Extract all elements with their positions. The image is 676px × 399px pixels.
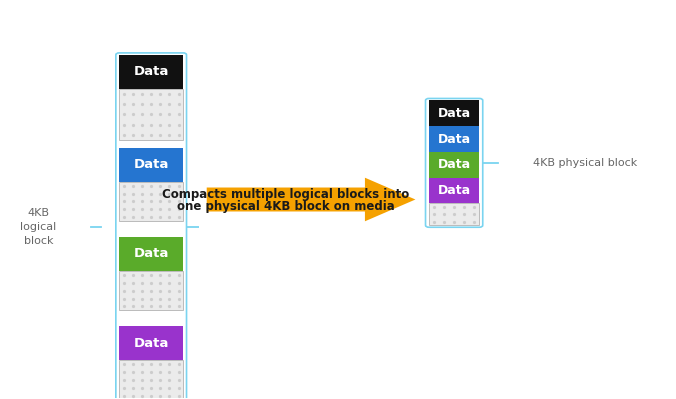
Text: 4KB
logical
block: 4KB logical block	[20, 208, 57, 246]
Text: Data: Data	[437, 158, 470, 171]
FancyBboxPatch shape	[119, 271, 183, 310]
Text: 4KB physical block: 4KB physical block	[533, 158, 637, 168]
Text: Data: Data	[133, 158, 169, 171]
FancyBboxPatch shape	[119, 55, 183, 89]
Polygon shape	[207, 178, 416, 221]
Text: Data: Data	[133, 247, 169, 261]
Text: Data: Data	[437, 107, 470, 120]
Text: Compacts multiple logical blocks into: Compacts multiple logical blocks into	[162, 188, 410, 201]
FancyBboxPatch shape	[119, 148, 183, 182]
FancyBboxPatch shape	[429, 203, 479, 225]
FancyBboxPatch shape	[119, 182, 183, 221]
FancyBboxPatch shape	[429, 178, 479, 203]
FancyBboxPatch shape	[429, 126, 479, 152]
FancyBboxPatch shape	[429, 152, 479, 178]
FancyBboxPatch shape	[429, 101, 479, 126]
FancyBboxPatch shape	[119, 89, 183, 140]
FancyBboxPatch shape	[119, 326, 183, 360]
FancyBboxPatch shape	[119, 360, 183, 399]
FancyBboxPatch shape	[119, 237, 183, 271]
Text: Data: Data	[133, 337, 169, 350]
Text: Data: Data	[437, 184, 470, 197]
Text: one physical 4KB block on media: one physical 4KB block on media	[177, 200, 395, 213]
Text: Data: Data	[133, 65, 169, 78]
Text: Data: Data	[437, 132, 470, 146]
